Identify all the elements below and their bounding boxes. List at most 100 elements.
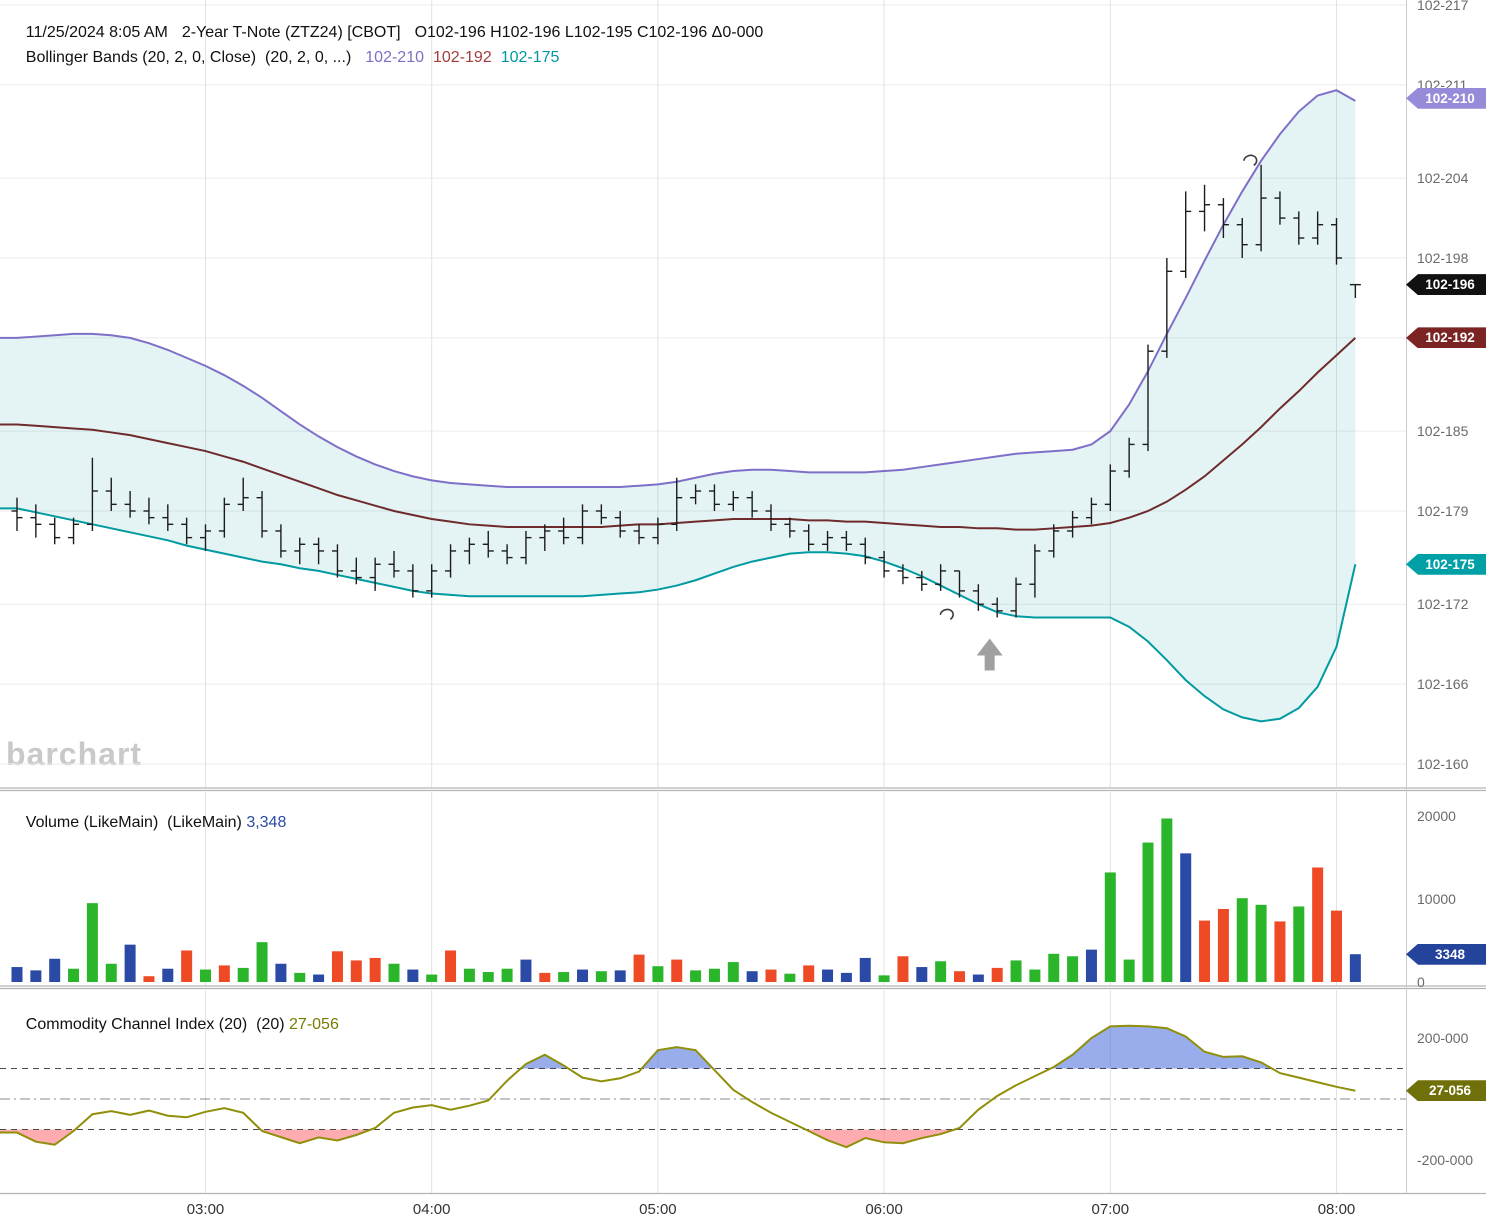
volume-bar xyxy=(1180,853,1192,982)
ohlc-bar xyxy=(350,557,362,585)
volume-bar xyxy=(878,975,890,982)
ohlc-bar xyxy=(200,524,211,551)
volume-bar xyxy=(1312,867,1324,982)
volume-bar xyxy=(124,944,136,982)
ohlc-bar xyxy=(746,491,758,518)
ohlc-bar xyxy=(916,570,928,591)
bollinger-band-fill xyxy=(0,90,1356,722)
volume-bar xyxy=(313,974,325,982)
ohlc-bar xyxy=(143,497,155,525)
ohlc-bar xyxy=(1236,218,1248,258)
volume-bar xyxy=(746,971,758,982)
volume-bar xyxy=(1123,959,1135,982)
ohlc-bar xyxy=(1142,344,1154,452)
volume-bar xyxy=(482,972,494,982)
volume-bar xyxy=(727,962,739,982)
volume-bar xyxy=(972,974,984,982)
volume-bar xyxy=(275,963,287,982)
volume-bar xyxy=(765,969,777,982)
ohlc-bar xyxy=(1349,283,1361,298)
ohlc-bar xyxy=(482,530,494,558)
ohlc-bar xyxy=(690,484,702,505)
ohlc-bar xyxy=(124,491,136,518)
ohlc-bar xyxy=(162,504,174,531)
volume-bar xyxy=(256,942,268,982)
volume-bar xyxy=(1331,910,1342,982)
ohlc-bar xyxy=(652,517,664,545)
ohlc-bar xyxy=(1180,191,1192,278)
ohlc-bar xyxy=(105,477,117,511)
scribble-annotation[interactable] xyxy=(939,608,954,621)
cci-legend-label[interactable]: Commodity Channel Index (20) (20) xyxy=(25,1016,290,1033)
cci-line xyxy=(0,1024,1356,1149)
volume-legend-label[interactable]: Volume (LikeMain) (LikeMain) xyxy=(25,814,247,831)
ohlc-bar xyxy=(407,564,419,598)
up-arrow-annotation[interactable] xyxy=(976,638,1003,671)
volume-bar xyxy=(595,971,607,982)
ohlc-bar xyxy=(1312,211,1324,245)
volume-bar xyxy=(200,969,211,982)
ohlc-bar xyxy=(68,517,80,545)
volume-bar xyxy=(577,969,588,982)
bollinger-indicator-label[interactable]: Bollinger Bands (20, 2, 0, Close) (20, 2… xyxy=(25,49,352,66)
volume-bar xyxy=(218,965,230,982)
ohlc-bar xyxy=(445,544,457,578)
volume-bar xyxy=(897,956,909,982)
volume-bar xyxy=(520,959,532,982)
ohlc-bar xyxy=(727,491,739,511)
ohlc-bar xyxy=(30,504,42,538)
volume-bar xyxy=(162,968,174,982)
ohlc-bar xyxy=(859,537,871,565)
volume-bar xyxy=(1010,960,1022,982)
ohlc-bar xyxy=(1161,258,1173,358)
volume-bar xyxy=(708,968,720,982)
volume-legend-value: 3,348 xyxy=(246,814,287,831)
volume-bar xyxy=(1255,904,1267,982)
volume-bar xyxy=(614,970,626,982)
ohlc-bar xyxy=(1217,198,1229,239)
volume-bar xyxy=(369,957,381,982)
cci-overbought-fill xyxy=(0,1025,1356,1069)
ohlc-bar xyxy=(463,537,475,565)
bollinger-lower-line xyxy=(0,507,1357,723)
volume-bar xyxy=(463,968,475,982)
volume-bar xyxy=(1236,898,1248,982)
volume-bar xyxy=(86,903,98,982)
volume-bar xyxy=(1067,956,1079,982)
volume-bar xyxy=(1161,818,1173,982)
ohlc-bar xyxy=(369,557,381,591)
volume-bar xyxy=(30,970,42,982)
ohlc-bar xyxy=(1048,524,1060,558)
scribble-annotation[interactable] xyxy=(1242,154,1258,166)
ohlc-bar xyxy=(1029,544,1041,598)
volume-bar xyxy=(1104,872,1116,982)
header-ohlc-values: O102-196 H102-196 L102-195 C102-196 Δ0-0… xyxy=(414,24,764,41)
ohlc-bar xyxy=(1199,184,1211,232)
cci-legend: Commodity Channel Index (20) (20) 27-056 xyxy=(8,998,339,1052)
header-symbol: 2-Year T-Note (ZTZ24) [CBOT] xyxy=(181,24,401,41)
volume-bar xyxy=(105,963,117,982)
cci-oversold-fill xyxy=(0,1129,1356,1148)
ohlc-bar xyxy=(614,511,626,538)
barchart-watermark: barchart xyxy=(6,736,143,772)
ohlc-bar xyxy=(954,570,965,598)
volume-bar xyxy=(445,950,457,982)
volume-bar xyxy=(331,951,343,982)
volume-bar xyxy=(1085,949,1097,982)
ohlc-bar xyxy=(181,517,193,545)
chart-header-line1: 11/25/2024 8:05 AM 2-Year T-Note (ZTZ24) … xyxy=(8,6,777,60)
ohlc-bar xyxy=(313,537,325,565)
volume-bar xyxy=(840,972,852,982)
volume-bar xyxy=(690,970,702,982)
volume-bar xyxy=(1029,969,1041,982)
volume-bar xyxy=(49,958,61,982)
volume-bar xyxy=(671,959,683,982)
ohlc-bar xyxy=(1293,211,1305,245)
ohlc-bar xyxy=(633,524,645,545)
volume-bar xyxy=(426,974,438,982)
ohlc-bar xyxy=(86,457,98,531)
ohlc-bar xyxy=(972,584,984,611)
ohlc-bar xyxy=(991,597,1003,618)
volume-bar xyxy=(1199,920,1211,982)
